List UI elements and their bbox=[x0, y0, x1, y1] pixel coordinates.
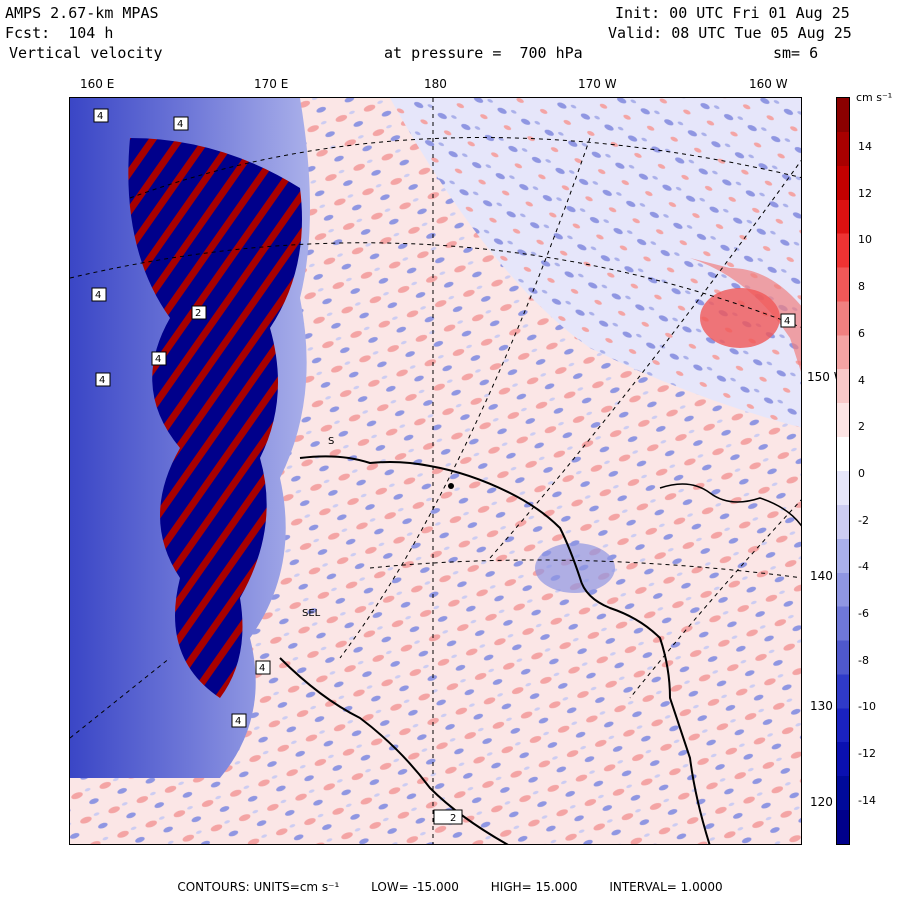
colorbar-tick-label: 6 bbox=[858, 326, 865, 340]
station-label: 4 bbox=[235, 716, 241, 727]
coastline-south bbox=[279, 657, 509, 844]
model-name: AMPS 2.67-km MPAS bbox=[5, 4, 159, 22]
vertical-velocity-map: 4 4 4 4 4 4 4 2 2 4 SEL S bbox=[69, 97, 802, 845]
contour-high: HIGH= 15.000 bbox=[490, 880, 578, 894]
parallel-mid bbox=[70, 242, 801, 328]
colorbar-tick-label: -4 bbox=[858, 560, 869, 574]
colorbar-units: cm s⁻¹ bbox=[856, 91, 893, 104]
colorbar-tick-label: -14 bbox=[858, 793, 876, 807]
field-gravity-wave-band bbox=[128, 138, 302, 698]
field-positive-core bbox=[700, 288, 780, 348]
meridian-160w bbox=[489, 159, 801, 559]
coastline-east bbox=[659, 483, 801, 527]
station-marker bbox=[448, 483, 454, 489]
lon-label-160e: 160 E bbox=[80, 77, 115, 91]
station-label: 4 bbox=[155, 354, 161, 365]
colorbar-tick-label: -6 bbox=[858, 607, 869, 620]
meridian-170w bbox=[339, 137, 591, 659]
station-label: 4 bbox=[784, 316, 790, 327]
colorbar-tick-label: -8 bbox=[858, 653, 869, 667]
field-positive-cell bbox=[690, 258, 801, 372]
field-name: Vertical velocity bbox=[9, 44, 163, 62]
colorbar-tick-label: 4 bbox=[858, 373, 865, 387]
colorbar-tick-label: 2 bbox=[858, 420, 865, 434]
coastline bbox=[299, 455, 711, 844]
map-canvas: 4 4 4 4 4 4 4 2 2 4 SEL S bbox=[70, 98, 801, 844]
station-label: 4 bbox=[95, 290, 101, 301]
colorbar-tick-label: 10 bbox=[858, 233, 872, 247]
colorbar-tick-label: 0 bbox=[858, 466, 865, 480]
station-label: 4 bbox=[259, 663, 265, 674]
meridian-150w bbox=[629, 499, 801, 699]
station-label: 2 bbox=[195, 308, 201, 319]
pressure-level: at pressure = 700 hPa bbox=[384, 44, 583, 62]
smoothing-label: sm= 6 bbox=[773, 44, 819, 62]
colorbar-tick-label: 12 bbox=[858, 186, 872, 200]
station-label: 4 bbox=[99, 375, 105, 386]
field-northeast-sector bbox=[390, 98, 801, 428]
station-label: 4 bbox=[177, 119, 183, 130]
colorbar-tick-label: -10 bbox=[858, 700, 876, 714]
station-label: 2 bbox=[450, 813, 456, 824]
forecast-hour: Fcst: 104 h bbox=[5, 24, 114, 42]
contour-info: CONTOURS: UNITS=cm s⁻¹ LOW= -15.000 HIGH… bbox=[0, 880, 900, 894]
colorbar-tick-label: 14 bbox=[858, 140, 872, 153]
valid-time: Valid: 08 UTC Tue 05 Aug 25 bbox=[608, 24, 852, 42]
colorbar bbox=[836, 97, 850, 845]
field-negative-cell bbox=[535, 543, 615, 593]
parallel-south bbox=[369, 559, 801, 579]
init-time: Init: 00 UTC Fri 01 Aug 25 bbox=[615, 4, 850, 22]
lon-label-160w: 160 W bbox=[749, 77, 788, 91]
place-label-sel: SEL bbox=[302, 608, 321, 619]
colorbar-tick-label: -12 bbox=[858, 747, 876, 761]
lon-label-170e: 170 E bbox=[254, 77, 289, 91]
parallel-north bbox=[129, 137, 801, 199]
colorbar-tick-label: -2 bbox=[858, 513, 869, 527]
place-label-s: S bbox=[328, 436, 334, 447]
colorbar-tick-label: 8 bbox=[858, 280, 865, 294]
contour-interval: INTERVAL= 1.0000 bbox=[609, 880, 723, 894]
contour-low: LOW= -15.000 bbox=[371, 880, 459, 894]
lon-label-170w: 170 W bbox=[578, 77, 617, 91]
station-label: 4 bbox=[97, 111, 103, 122]
contour-units: CONTOURS: UNITS=cm s⁻¹ bbox=[177, 880, 340, 894]
meridian-sw bbox=[70, 657, 171, 739]
lon-label-180: 180 bbox=[424, 77, 447, 91]
